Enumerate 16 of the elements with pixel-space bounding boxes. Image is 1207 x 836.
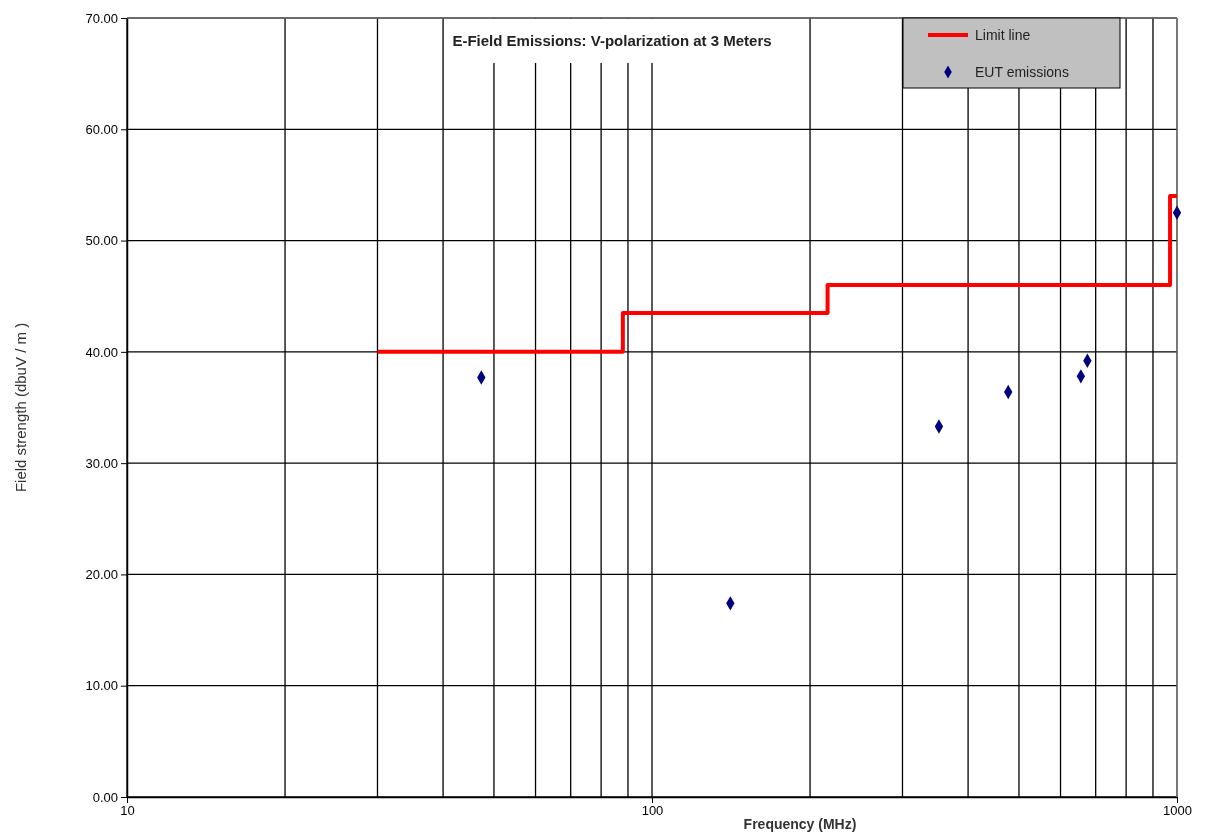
x-tick-label: 100: [641, 803, 664, 819]
legend-label: EUT emissions: [975, 64, 1069, 80]
y-tick-label: 10.00: [85, 678, 118, 694]
y-tick-label: 30.00: [85, 455, 118, 471]
y-tick-label: 20.00: [85, 567, 118, 583]
y-axis-title: Field strength (dbuV / m ): [12, 322, 29, 493]
legend-label: Limit line: [975, 27, 1031, 43]
x-tick-label: 1000: [1163, 803, 1192, 819]
y-tick-label: 70.00: [85, 10, 118, 26]
text: E-Field Emissions: V-polarization at 3 Meters: [452, 32, 772, 49]
y-tick-label: 60.00: [85, 121, 118, 137]
y-tick-label: 40.00: [85, 344, 118, 360]
y-tick-label: 50.00: [85, 233, 118, 249]
x-axis-title: Frequency (MHz): [743, 816, 857, 832]
y-tick-label: 0.00: [92, 789, 118, 805]
x-tick-label: 10: [120, 803, 135, 819]
